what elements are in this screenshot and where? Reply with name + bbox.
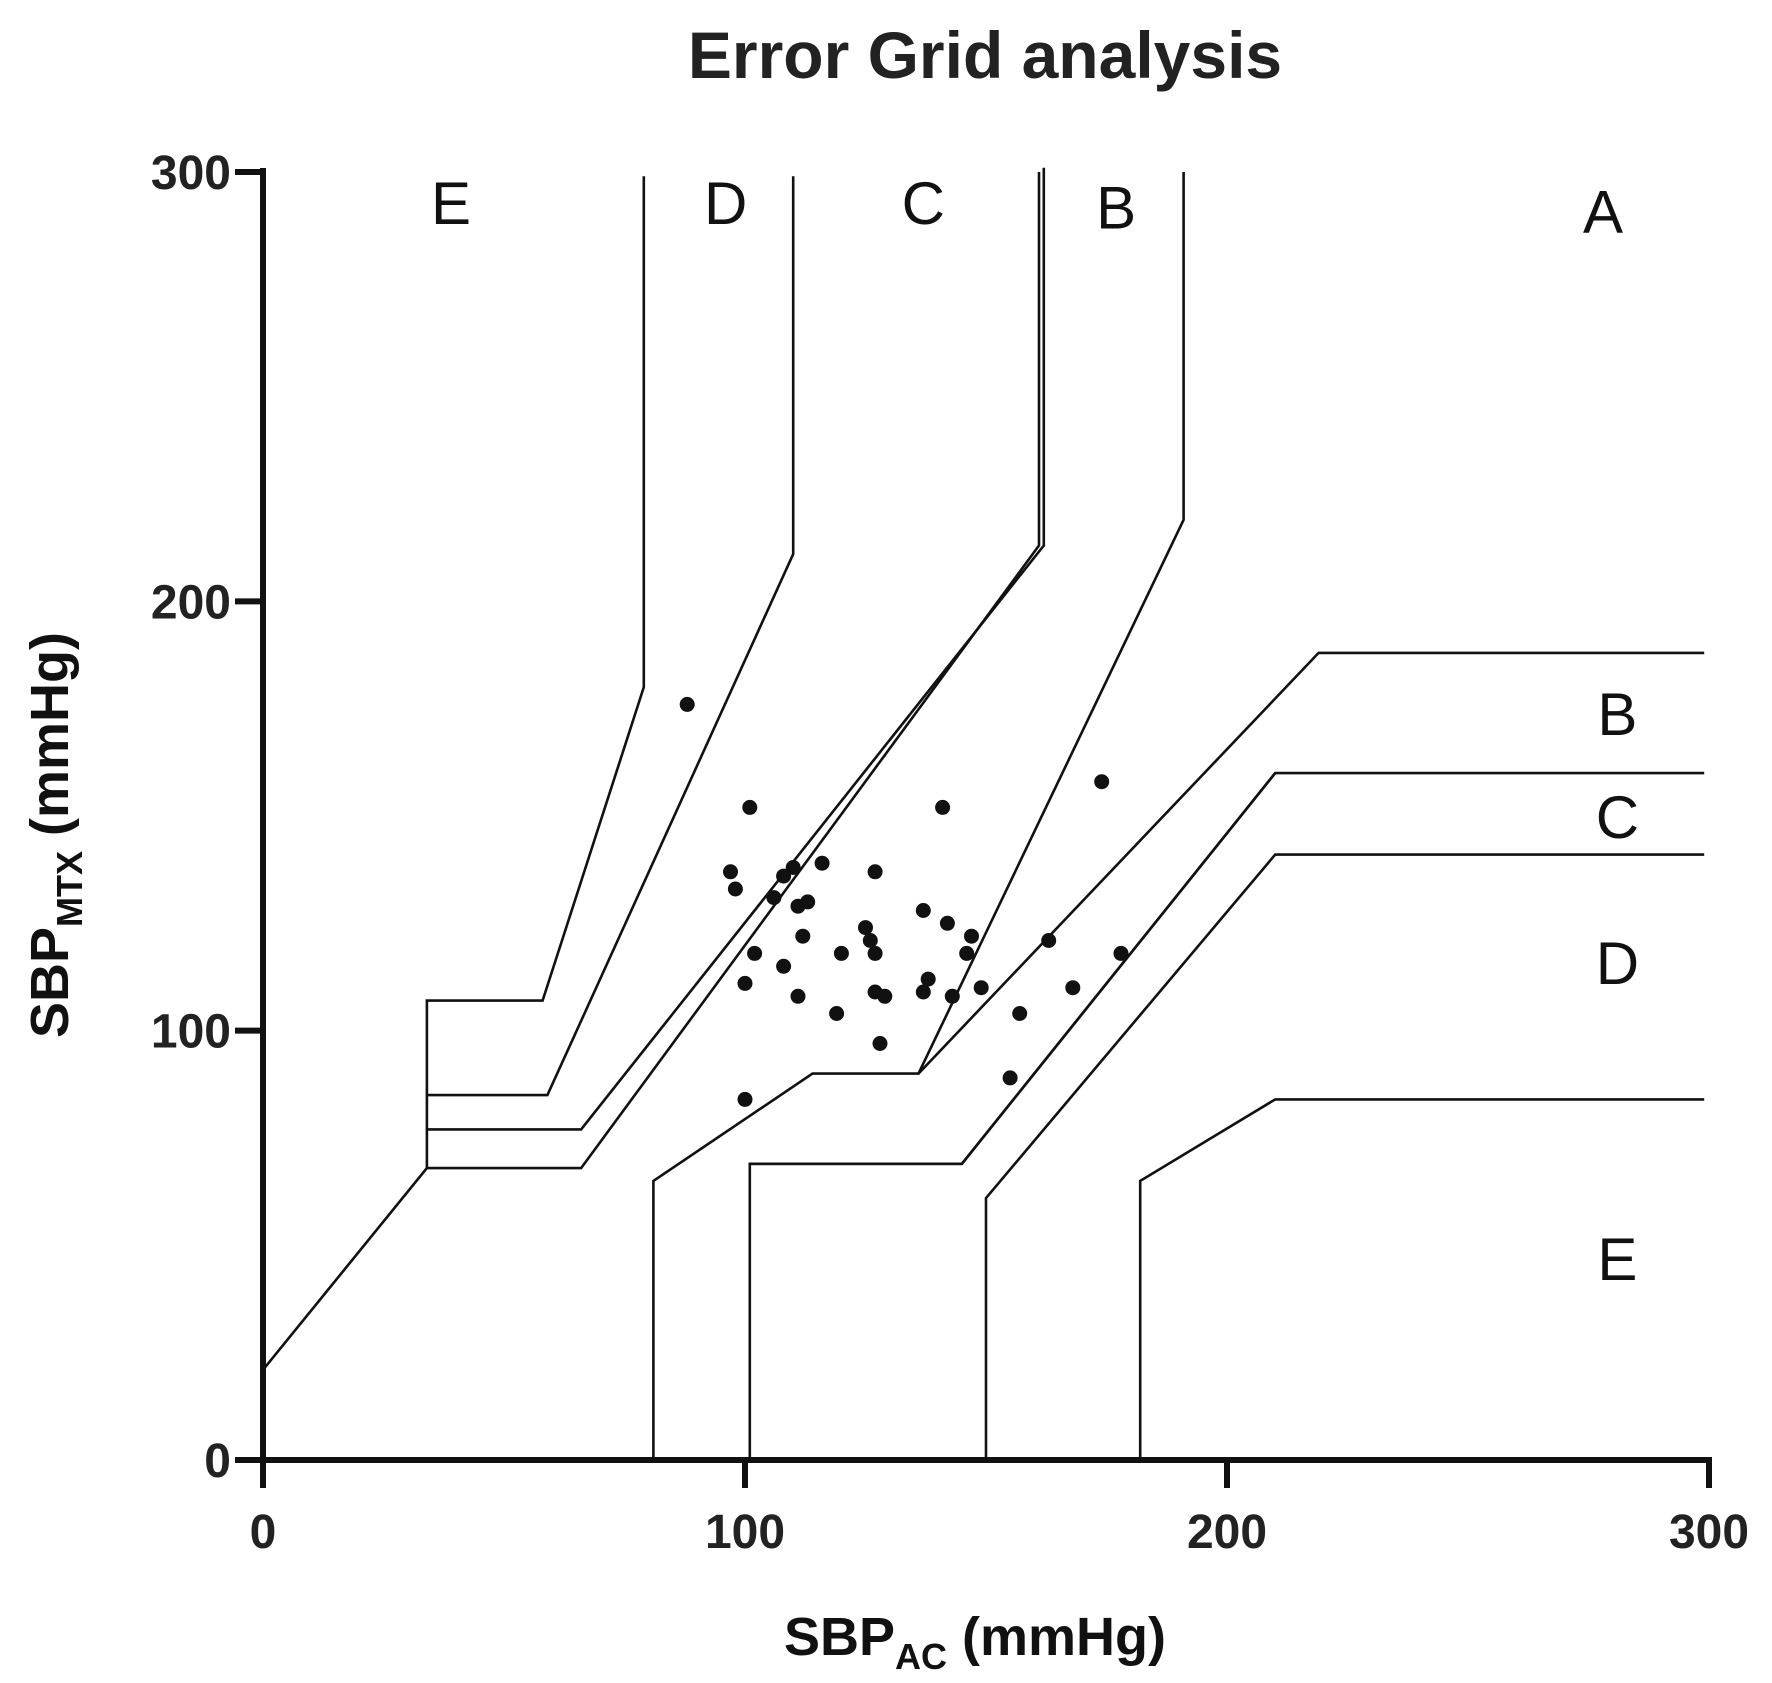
- data-point: [959, 945, 975, 961]
- data-point: [964, 928, 979, 944]
- data-point: [776, 958, 792, 974]
- data-point: [858, 920, 873, 936]
- zone-boundary-line: [426, 167, 1046, 1131]
- data-point: [915, 984, 931, 1000]
- data-point: [727, 881, 743, 897]
- data-point: [747, 945, 763, 961]
- zone-label: C: [1596, 784, 1639, 851]
- y-axis-label: SBPMTX (mmHg): [20, 632, 90, 1038]
- chart-title: Error Grid analysis: [688, 18, 1282, 92]
- x-tick-label: 100: [705, 1506, 785, 1559]
- zone-boundaries: [261, 167, 1705, 1460]
- zone-label: B: [1096, 174, 1136, 241]
- y-tick-label: 100: [151, 1006, 231, 1059]
- zone-label: D: [1596, 930, 1639, 997]
- zone-boundary-line: [1138, 1098, 1705, 1460]
- data-point: [814, 855, 830, 871]
- data-point: [776, 868, 792, 884]
- zone-label: D: [704, 170, 747, 237]
- x-tick-label: 200: [1187, 1506, 1267, 1559]
- data-point: [920, 971, 936, 987]
- data-point: [944, 988, 960, 1004]
- zone-label: C: [902, 170, 945, 237]
- x-axis-label: SBPAC (mmHg): [784, 1607, 1166, 1677]
- data-point: [833, 945, 849, 961]
- data-point: [877, 988, 893, 1004]
- data-point: [1113, 945, 1129, 961]
- zone-label: B: [1597, 681, 1637, 748]
- data-point: [785, 860, 801, 875]
- data-point: [935, 799, 951, 815]
- data-point: [723, 864, 738, 880]
- data-point: [737, 1091, 753, 1107]
- zone-boundary-line: [984, 853, 1705, 1460]
- data-point: [1012, 1006, 1028, 1021]
- zone-boundary-line: [426, 176, 795, 1097]
- y-tick-label: 300: [151, 147, 231, 200]
- data-point: [679, 696, 695, 712]
- zone-boundary-line: [748, 771, 1705, 1460]
- data-point: [1094, 774, 1110, 790]
- data-point: [872, 1036, 888, 1051]
- data-points: [679, 696, 1129, 1107]
- x-tick-label: 300: [1669, 1506, 1749, 1559]
- data-point: [1002, 1070, 1018, 1086]
- data-point: [829, 1006, 845, 1021]
- zone-boundary-line: [917, 651, 1705, 1075]
- data-point: [867, 864, 883, 880]
- data-point: [795, 928, 811, 944]
- zone-label: A: [1583, 179, 1623, 246]
- data-point: [737, 975, 753, 991]
- data-point: [800, 894, 816, 910]
- data-point: [766, 890, 782, 906]
- zone-boundary-line: [749, 772, 1277, 1166]
- zone-label: E: [1597, 1226, 1637, 1293]
- axes: 0 100 200 300 0 100 200 300: [151, 147, 1749, 1559]
- data-point: [1041, 933, 1057, 948]
- zone-boundary-line: [261, 172, 1041, 1371]
- data-point: [1065, 980, 1081, 996]
- zone-boundary-line: [652, 172, 1185, 1460]
- data-point: [973, 980, 989, 996]
- zone-boundary-line: [425, 176, 646, 1169]
- data-point: [742, 799, 758, 815]
- x-tick-label: 0: [250, 1506, 277, 1559]
- data-point: [939, 915, 955, 931]
- y-tick-label: 200: [151, 576, 231, 629]
- y-tick-label: 0: [204, 1435, 231, 1488]
- data-point: [862, 933, 878, 948]
- data-point: [790, 988, 806, 1004]
- data-point: [867, 945, 883, 961]
- data-point: [915, 903, 931, 918]
- zone-label: E: [431, 170, 471, 237]
